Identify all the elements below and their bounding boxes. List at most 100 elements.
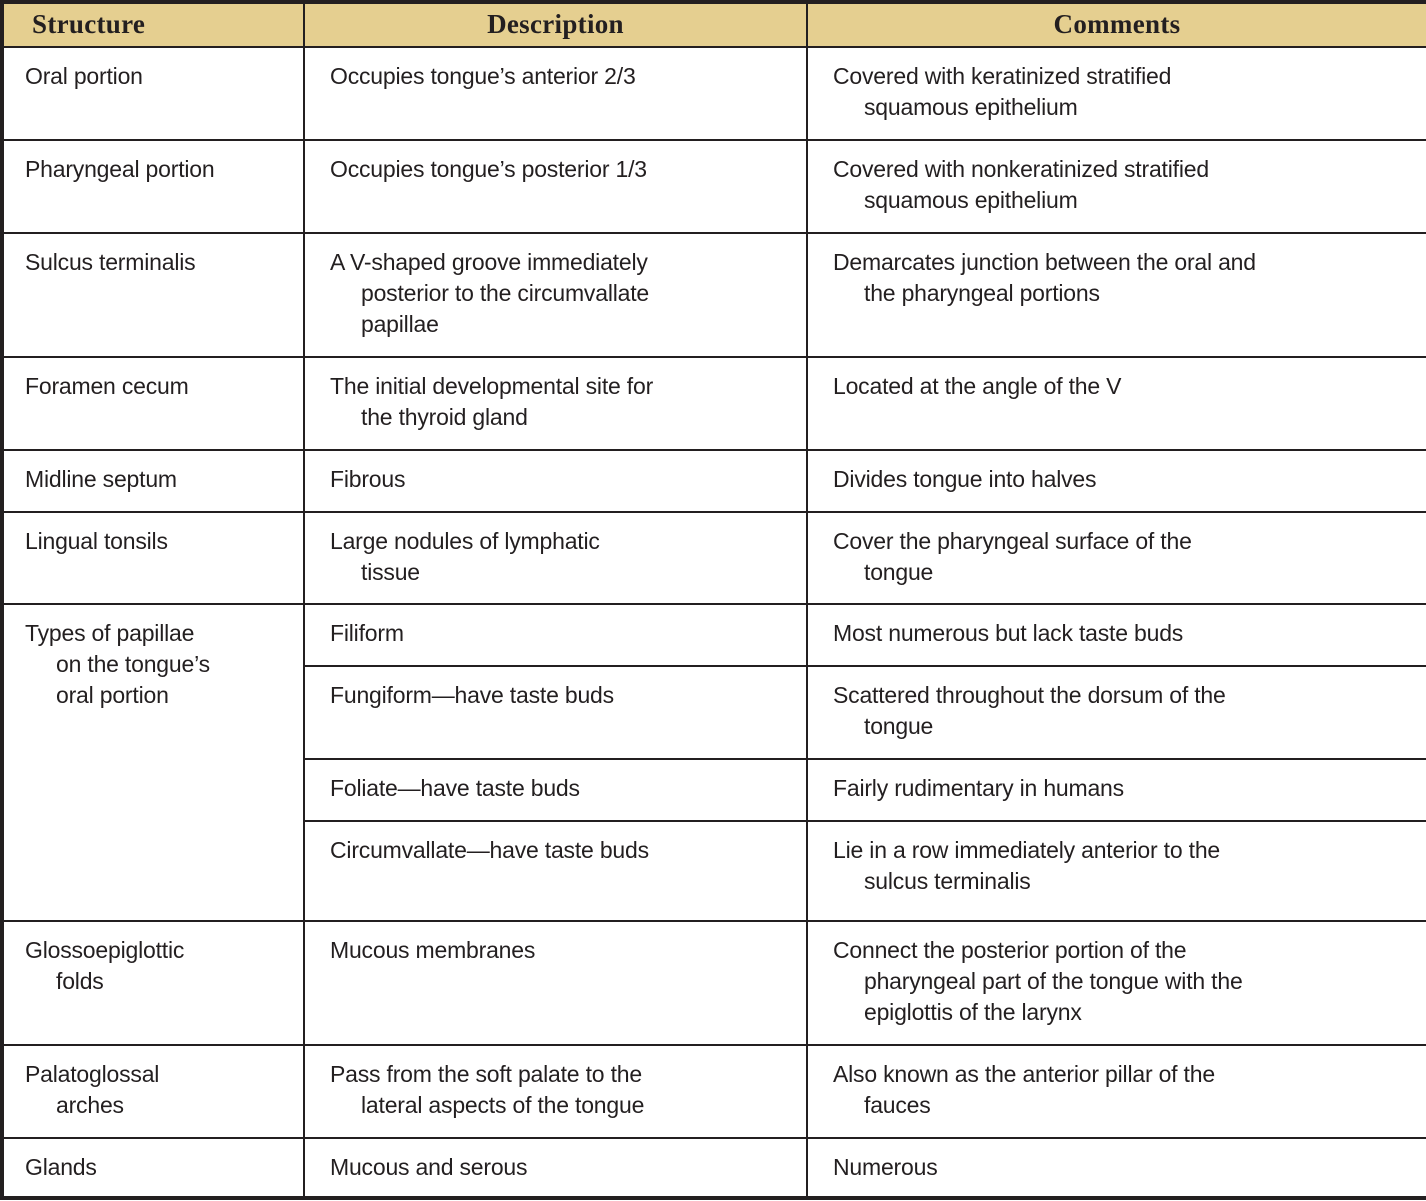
cell-structure: Glossoepiglottic folds: [1, 920, 305, 1046]
cell-structure: Sulcus terminalis: [1, 232, 305, 358]
cell-description: Fibrous: [303, 449, 808, 513]
cell-comments: Demarcates junction between the oral and…: [806, 232, 1426, 358]
table-row-papillae-fungiform: Fungiform—have taste buds Scattered thro…: [2, 665, 1426, 760]
text-line: on the tongue’s: [56, 651, 210, 677]
table-row-sulcus-terminalis: Sulcus terminalis A V-shaped groove imme…: [1, 232, 1426, 358]
cell-structure: Lingual tonsils: [1, 511, 305, 605]
text-line: Filiform: [330, 620, 404, 646]
cell-description: A V-shaped groove immediately posterior t…: [303, 232, 808, 358]
cell-structure: Foramen cecum: [1, 356, 305, 451]
cell-comments: Located at the angle of the V: [806, 356, 1426, 451]
text-line: papillae: [361, 311, 439, 337]
text-line: Numerous: [833, 1154, 938, 1180]
text-line: Lie in a row immediately anterior to the: [833, 837, 1221, 863]
table-row-palatoglossal-arches: Palatoglossal arches Pass from the soft p…: [1, 1044, 1426, 1139]
text-line: pharyngeal part of the tongue with the: [864, 968, 1243, 994]
text-line: tongue: [864, 713, 934, 739]
text-line: the thyroid gland: [361, 404, 528, 430]
column-header-description: Description: [303, 1, 808, 48]
cell-description: Occupies tongue’s posterior 1/3: [303, 139, 808, 234]
text-line: Scattered throughout the dorsum of the: [833, 682, 1226, 708]
cell-description: Foliate—have taste buds: [303, 758, 808, 822]
text-line: Connect the posterior portion of the: [833, 937, 1187, 963]
table-row-foramen-cecum: Foramen cecum The initial developmental …: [1, 356, 1426, 451]
text-line: Fairly rudimentary in humans: [833, 775, 1124, 801]
cell-structure: Glands: [1, 1137, 305, 1199]
table-row-glossoepiglottic-folds: Glossoepiglottic folds Mucous membranes C…: [1, 920, 1426, 1046]
cell-description: Circumvallate—have taste buds: [303, 820, 808, 922]
cell-comments: Covered with nonkeratinized stratified sq…: [806, 139, 1426, 234]
cell-description: The initial developmental site for the th…: [303, 356, 808, 451]
text-line: Pharyngeal portion: [25, 156, 215, 182]
text-line: Covered with keratinized stratified: [833, 63, 1172, 89]
text-line: Large nodules of lymphatic: [330, 528, 600, 554]
cell-comments: Covered with keratinized stratified squam…: [806, 46, 1426, 141]
cell-structure: Oral portion: [1, 46, 305, 141]
cell-description: Occupies tongue’s anterior 2/3: [303, 46, 808, 141]
table-row-midline-septum: Midline septum Fibrous Divides tongue in…: [1, 449, 1426, 513]
table-row-papillae-filiform: Types of papillae on the tongue’s oral por…: [1, 603, 1426, 922]
text-line: fauces: [864, 1092, 931, 1118]
table-row-glands: Glands Mucous and serous Numerous: [1, 1137, 1426, 1199]
text-line: Midline septum: [25, 466, 177, 492]
text-line: Covered with nonkeratinized stratified: [833, 156, 1209, 182]
cell-description: Fungiform—have taste buds: [303, 665, 808, 760]
text-line: Mucous membranes: [330, 937, 536, 963]
text-line: Also known as the anterior pillar of the: [833, 1061, 1215, 1087]
cell-comments: Divides tongue into halves: [806, 449, 1426, 513]
text-line: folds: [56, 968, 104, 994]
text-line: Occupies tongue’s anterior 2/3: [330, 63, 636, 89]
text-line: Glands: [25, 1154, 97, 1180]
cell-comments: Scattered throughout the dorsum of the to…: [806, 665, 1426, 760]
cell-comments: Most numerous but lack taste buds: [806, 603, 1426, 667]
text-line: The initial developmental site for: [330, 373, 654, 399]
cell-comments: Connect the posterior portion of the phar…: [806, 920, 1426, 1046]
header-row: Structure Description Comments: [1, 1, 1426, 48]
table-row-papillae-circumvallate: Circumvallate—have taste buds Lie in a r…: [2, 820, 1426, 922]
table-row-oral-portion: Oral portion Occupies tongue’s anterior …: [1, 46, 1426, 141]
cell-description: Large nodules of lymphatic tissue: [303, 511, 808, 605]
text-line: Circumvallate—have taste buds: [330, 837, 649, 863]
text-line: Foliate—have taste buds: [330, 775, 580, 801]
table-row-pharyngeal-portion: Pharyngeal portion Occupies tongue’s pos…: [1, 139, 1426, 234]
text-line: Most numerous but lack taste buds: [833, 620, 1184, 646]
text-line: Divides tongue into halves: [833, 466, 1097, 492]
text-line: Glossoepiglottic: [25, 937, 185, 963]
text-line: the pharyngeal portions: [864, 280, 1100, 306]
text-line: Fibrous: [330, 466, 406, 492]
text-line: Demarcates junction between the oral and: [833, 249, 1256, 275]
column-header-comments: Comments: [806, 1, 1426, 48]
text-line: Mucous and serous: [330, 1154, 528, 1180]
text-line: sulcus terminalis: [864, 868, 1031, 894]
text-line: arches: [56, 1092, 124, 1118]
text-line: squamous epithelium: [864, 94, 1078, 120]
text-line: Occupies tongue’s posterior 1/3: [330, 156, 647, 182]
cell-structure: Palatoglossal arches: [1, 1044, 305, 1139]
text-line: lateral aspects of the tongue: [361, 1092, 645, 1118]
cell-structure: Midline septum: [1, 449, 305, 513]
cell-comments: Lie in a row immediately anterior to the…: [806, 820, 1426, 922]
cell-structure-papillae-group: Types of papillae on the tongue’s oral por…: [1, 603, 305, 922]
column-header-structure: Structure: [1, 1, 305, 48]
text-line: tissue: [361, 559, 420, 585]
text-line: Pass from the soft palate to the: [330, 1061, 642, 1087]
text-line: Oral portion: [25, 63, 143, 89]
cell-comments: Fairly rudimentary in humans: [806, 758, 1426, 822]
text-line: posterior to the circumvallate: [361, 280, 650, 306]
cell-structure: Pharyngeal portion: [1, 139, 305, 234]
text-line: oral portion: [56, 682, 169, 708]
text-line: Cover the pharyngeal surface of the: [833, 528, 1192, 554]
text-line: Foramen cecum: [25, 373, 189, 399]
text-line: Located at the angle of the V: [833, 373, 1122, 399]
text-line: A V-shaped groove immediately: [330, 249, 648, 275]
cell-description: Mucous and serous: [303, 1137, 808, 1199]
cell-description: Mucous membranes: [303, 920, 808, 1046]
text-line: Lingual tonsils: [25, 528, 168, 554]
text-line: Sulcus terminalis: [25, 249, 196, 275]
cell-comments: Numerous: [806, 1137, 1426, 1199]
table-row-papillae-foliate: Foliate—have taste buds Fairly rudimenta…: [2, 758, 1426, 822]
cell-comments: Cover the pharyngeal surface of the tongu…: [806, 511, 1426, 605]
cell-description: Pass from the soft palate to the lateral …: [303, 1044, 808, 1139]
text-line: squamous epithelium: [864, 187, 1078, 213]
